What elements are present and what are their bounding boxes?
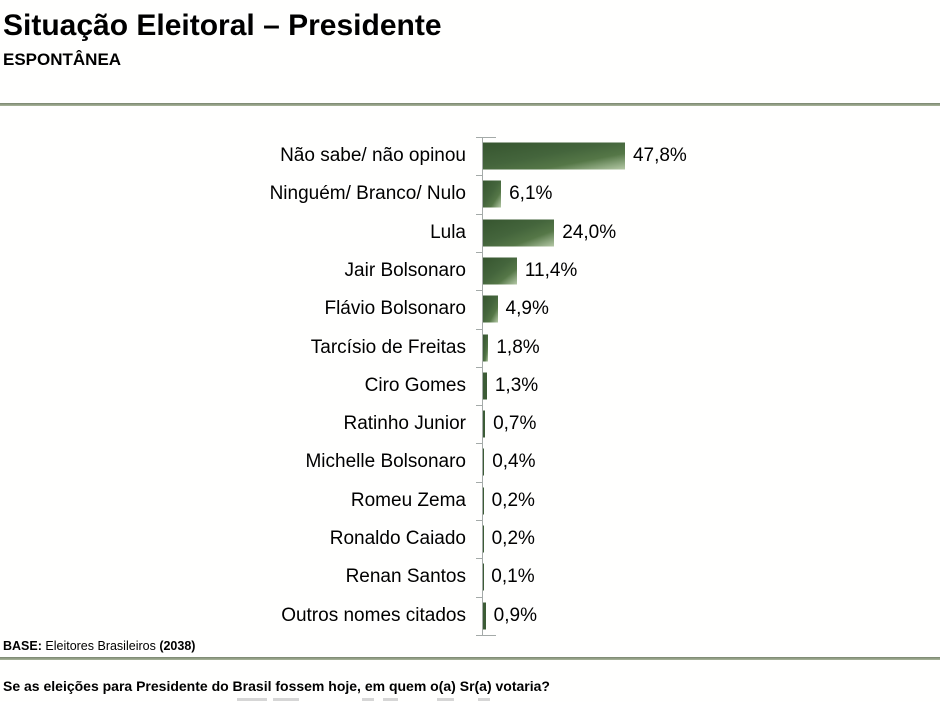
cutoff-text-fragment [362,698,374,701]
bar-chart: Não sabe/ não opinou 47,8% Ninguém/ Branco… [0,137,940,636]
value-label: 1,8% [496,336,540,358]
axis-tick [482,635,496,636]
chart-row: Renan Santos 0,1% [0,558,940,596]
axis-tick [476,290,482,291]
value-label: 11,4% [524,259,578,281]
value-label: 24,0% [562,221,617,243]
bar [483,372,487,400]
axis-tick [476,252,482,253]
chart-row: Tarcísio de Freitas 1,8% [0,329,940,367]
axis-tick [476,405,482,406]
value-label: 47,8% [632,145,687,166]
chart-row: Ratinho Junior 0,7% [0,405,940,443]
category-label: Romeu Zema [350,489,466,511]
value-label: 0,4% [492,451,536,473]
bar [483,448,485,476]
bar [483,142,625,170]
chart-row: Flávio Bolsonaro 4,9% [0,290,940,328]
cutoff-text-fragment [383,698,398,701]
value-label: 0,2% [491,489,535,511]
chart-row: Ninguém/ Branco/ Nulo 6,1% [0,175,940,213]
category-label: Lula [430,221,466,243]
cutoff-text-fragment [237,698,267,701]
category-label: Ratinho Junior [343,413,466,435]
bar [483,525,484,553]
category-label: Flávio Bolsonaro [324,298,466,320]
page-title: Situação Eleitoral – Presidente [3,9,442,42]
category-label: Ronaldo Caiado [329,528,466,549]
bar [483,410,486,438]
bar [483,180,502,208]
category-label: Renan Santos [345,566,466,588]
category-label: Ciro Gomes [364,374,466,396]
axis-tick [476,558,482,559]
bar [483,257,517,285]
value-label: 0,2% [491,528,535,549]
value-label: 0,7% [493,413,537,435]
value-label: 4,9% [505,298,549,320]
bar [483,334,489,361]
base-text: Eleitores Brasileiros [41,639,160,653]
y-axis-line [482,137,483,635]
cutoff-text-fragment [437,698,454,701]
value-label: 1,3% [494,374,539,396]
cutoff-text-fragment [273,698,299,701]
chart-row: Ciro Gomes 1,3% [0,367,940,405]
chart-row: Outros nomes citados 0,9% [0,597,940,635]
bar [483,487,484,515]
separator-line-top [0,103,940,106]
value-label: 0,1% [491,566,535,588]
chart-row: Ronaldo Caiado 0,2% [0,520,940,558]
value-label: 0,9% [493,604,537,626]
axis-tick [476,482,482,483]
axis-tick [476,329,482,330]
cutoff-text-fragment [478,698,490,701]
chart-row: Romeu Zema 0,2% [0,482,940,520]
axis-tick [476,443,482,444]
chart-row: Não sabe/ não opinou 47,8% [0,137,940,175]
axis-tick [476,635,482,636]
bar [483,219,555,247]
value-label: 6,1% [509,183,553,205]
category-label: Jair Bolsonaro [344,259,466,281]
category-label: Não sabe/ não opinou [280,145,466,166]
separator-line-bottom [0,657,940,660]
axis-tick [476,214,482,215]
category-label: Michelle Bolsonaro [305,451,466,473]
bar [483,295,498,323]
base-prefix: BASE: [3,639,42,653]
axis-tick [476,367,482,368]
base-count: (2038) [159,639,196,653]
axis-tick [476,520,482,521]
page-subtitle: ESPONTÂNEA [3,50,122,69]
axis-tick [482,137,496,138]
chart-row: Jair Bolsonaro 11,4% [0,252,940,290]
base-note: BASE: Eleitores Brasileiros (2038) [3,639,195,653]
category-label: Outros nomes citados [281,604,466,626]
chart-row: Lula 24,0% [0,214,940,252]
axis-tick [476,137,482,138]
category-label: Tarcísio de Freitas [310,336,466,358]
axis-tick [476,597,482,598]
bar [483,602,486,630]
category-label: Ninguém/ Branco/ Nulo [269,183,466,205]
survey-question: Se as eleições para Presidente do Brasil… [3,678,550,694]
axis-tick [476,175,482,176]
chart-row: Michelle Bolsonaro 0,4% [0,443,940,481]
